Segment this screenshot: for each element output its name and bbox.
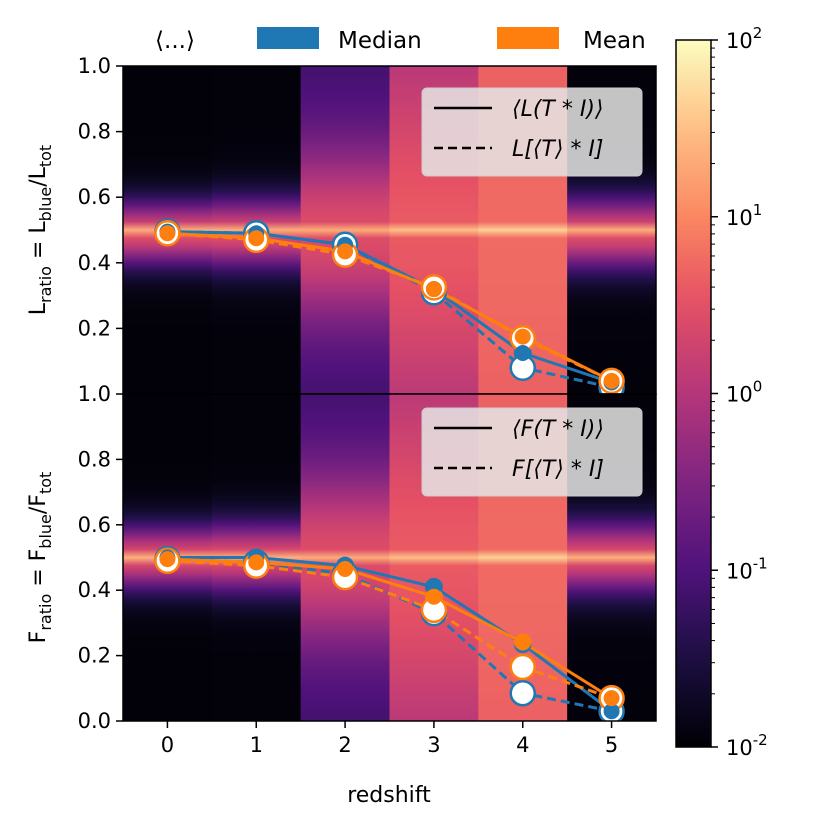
series-legend-dashed-label: L[⟨T⟩ * I] [512,137,604,162]
top-legend-bracket-label: ⟨...⟩ [155,28,195,54]
marker-mean-solid-top [425,281,442,298]
y-axis-title: Lratio = Lblue/Ltot [26,145,55,315]
marker-mean-solid-top [248,230,265,247]
panel-f-ratio: 1.0 0.8 0.6 0.4 0.2 0.0 Fratio = Fblue/Ftot ⟨F(… [26,382,657,757]
x-tick-label: 5 [605,733,618,757]
y-tick-label: 0.6 [78,513,111,537]
legend-mean-label: Mean [583,28,646,54]
colorbar-tick-label: 100 [726,378,762,407]
heatmap-column [300,66,390,394]
marker-median-dashed [509,679,536,707]
series-line-median-solid [167,556,613,713]
marker-mean-solid-top [337,560,354,577]
marker-mean-solid-top [248,554,265,571]
y-tick-label: 1.0 [78,382,111,406]
y-tick-label: 0.0 [78,709,111,733]
series-line-mean-dashed [167,559,613,700]
x-tick-label: 4 [516,733,529,757]
colorbar-gradient [675,39,712,748]
marker-mean-solid-top [514,634,531,651]
y-tick-label: 1.0 [78,54,111,78]
series-group [154,218,625,394]
series-legend-box [421,87,643,177]
x-tick-label: 0 [161,733,174,757]
colorbar-tick-label: 10-1 [726,554,768,583]
colorbar-tick-label: 101 [726,201,762,230]
y-tick-label: 0.4 [78,578,111,602]
colorbar-tick-label: 10-2 [726,731,768,760]
marker-mean-solid-top [159,551,176,568]
marker-mean-solid-top [159,225,176,242]
legend-mean-swatch [497,27,559,49]
legend-median-label: Median [338,28,422,54]
series-line-mean-dashed [167,231,613,383]
series-legend-box [421,407,643,497]
x-tick-label: 3 [427,733,440,757]
legend-median-swatch [257,27,319,49]
panel-l-ratio: 1.0 0.8 0.6 0.4 0.2 Lratio = Lblue/Ltot ⟨L(T *… [26,54,657,395]
y-tick-label: 0.6 [78,185,111,209]
colorbar-tick-label: 102 [726,24,762,53]
x-axis-title: redshift [347,783,431,808]
series-legend-solid-label: ⟨L(T * I)⟩ [512,97,604,122]
colorbar: 10-2 10-1 100 101 102 [675,24,768,760]
y-tick-label: 0.2 [78,316,111,340]
y-tick-label: 0.4 [78,251,111,275]
marker-mean-solid-top [425,588,442,605]
marker-mean-solid-top [603,372,620,389]
y-axis-title: Fratio = Fblue/Ftot [26,472,55,644]
y-tick-label: 0.8 [78,120,111,144]
marker-mean-solid-top [514,328,531,345]
series-group [154,545,625,721]
series-legend-solid-label: ⟨F(T * I)⟩ [512,417,604,442]
top-legend: ⟨...⟩ Median Mean [155,27,646,54]
marker-median-solid-top [514,345,531,361]
marker-mean-solid-top [603,690,620,707]
axes-frame [122,393,657,722]
x-axis: 0 1 2 3 4 5 [161,721,618,757]
marker-mean-solid-top [337,243,354,260]
y-tick-label: 0.8 [78,447,111,471]
y-tick-label: 0.2 [78,644,111,668]
series-line-median-dashed [167,230,612,389]
series-legend-dashed-label: F[⟨T⟩ * I] [512,457,604,482]
marker-median-solid-top [603,703,620,720]
series-line-mean-solid [167,557,613,700]
marker-mean-dashed [509,653,536,681]
x-tick-label: 2 [338,733,351,757]
x-tick-label: 1 [250,733,263,757]
